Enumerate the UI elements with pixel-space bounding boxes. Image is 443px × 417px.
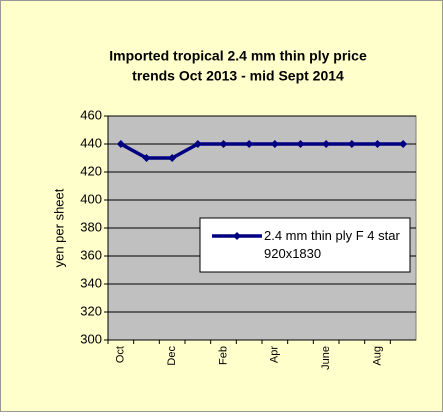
- marker: [347, 140, 356, 148]
- x-tick-label: June: [320, 346, 332, 370]
- y-axis-label: yen per sheet: [51, 188, 66, 267]
- y-tick-label: 300: [80, 331, 102, 346]
- marker: [270, 140, 279, 148]
- x-tick-label: Apr: [269, 346, 281, 363]
- y-tick-label: 360: [80, 247, 102, 262]
- y-tick-label: 440: [80, 135, 102, 150]
- y-tick-label: 320: [80, 303, 102, 318]
- y-tick-label: 460: [80, 107, 102, 122]
- marker: [245, 140, 254, 148]
- chart-title-line: Imported tropical 2.4 mm thin ply price: [109, 48, 367, 64]
- marker: [142, 154, 151, 162]
- x-tick-label: Feb: [217, 346, 229, 365]
- chart-title-line: trends Oct 2013 - mid Sept 2014: [132, 68, 344, 84]
- x-tick-label: Dec: [166, 346, 178, 366]
- marker: [322, 140, 331, 148]
- legend-box: [199, 217, 411, 273]
- marker: [168, 154, 177, 162]
- x-tick-label: Oct: [115, 346, 127, 363]
- y-tick-label: 400: [80, 191, 102, 206]
- legend-text-box: 2.4 mm thin ply F 4 star 920x1830: [264, 228, 400, 261]
- marker: [219, 140, 228, 148]
- marker: [373, 140, 382, 148]
- y-tick-label: 420: [80, 163, 102, 178]
- x-tick-label: Aug: [371, 346, 383, 366]
- marker: [296, 140, 305, 148]
- legend-label: 2.4 mm thin ply F 4 star 920x1830: [264, 228, 400, 261]
- y-tick-label: 380: [80, 219, 102, 234]
- y-tick-label: 340: [80, 275, 102, 290]
- legend-marker: [233, 232, 241, 240]
- marker: [193, 140, 202, 148]
- marker: [399, 140, 408, 148]
- series-line: [119, 142, 404, 160]
- marker: [116, 140, 125, 148]
